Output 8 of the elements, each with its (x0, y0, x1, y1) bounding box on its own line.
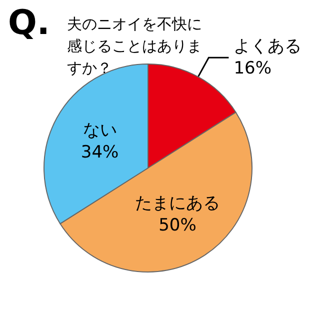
chart-title: 夫のニオイを不快に感じることはありますか？ (67, 15, 202, 77)
slice-label: よくある (234, 36, 302, 57)
slice-label: たまにある (134, 193, 220, 214)
text: Q. (8, 3, 50, 43)
data-label: 50% (158, 215, 196, 236)
data-label: 34% (80, 142, 119, 163)
slice-label: ない (82, 120, 117, 141)
data-label: 16% (234, 58, 272, 79)
